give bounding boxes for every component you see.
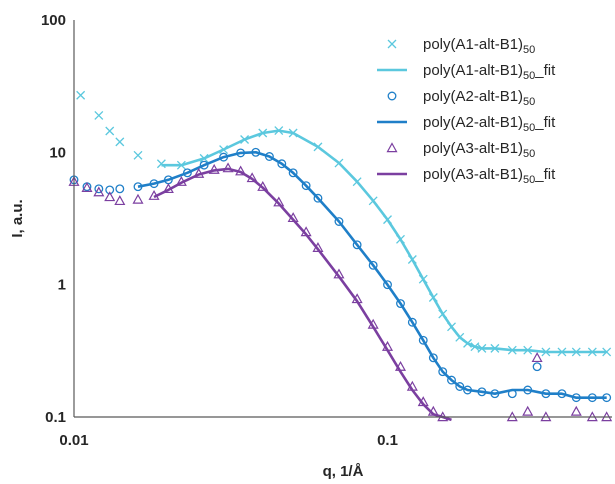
data-point (334, 217, 344, 226)
x-tick-labels: 0.01 0.1 (59, 432, 398, 449)
y-tick-label: 100 (41, 12, 66, 29)
x-tick-label: 0.01 (59, 432, 88, 449)
legend-label-main: poly(A1-alt-B1) (423, 62, 523, 79)
data-point (522, 405, 534, 416)
data-point (222, 162, 234, 173)
data-point (313, 193, 323, 203)
legend-item: poly(A2-alt-B1)50 (387, 88, 535, 108)
legend-item: poly(A1-alt-B1)50 (387, 36, 535, 56)
data-point (94, 184, 104, 194)
data-point (81, 182, 93, 192)
data-point (438, 367, 448, 377)
y-tick-label: 1 (58, 277, 66, 294)
legend-label: poly(A3-alt-B1)50_fit (423, 166, 556, 186)
data-point (104, 191, 116, 202)
data-point (407, 317, 417, 327)
legend-item: poly(A1-alt-B1)50_fit (377, 62, 556, 82)
series-layer (68, 90, 613, 422)
data-point (368, 260, 378, 270)
data-point (301, 181, 311, 191)
data-point (199, 160, 209, 170)
legend-item: poly(A3-alt-B1)50_fit (377, 166, 556, 186)
series-3 (137, 151, 607, 400)
data-point (94, 110, 104, 120)
series-4 (68, 162, 613, 422)
legend-label-suffix: _fit (534, 166, 556, 183)
legend-label-main: poly(A1-alt-B1) (423, 36, 523, 53)
data-point (115, 184, 125, 194)
legend-label: poly(A2-alt-B1)50 (423, 88, 535, 108)
data-point (288, 168, 298, 178)
data-point (76, 90, 86, 100)
data-point (105, 126, 115, 136)
legend-marker-swatch (387, 39, 397, 49)
legend-label-main: poly(A2-alt-B1) (423, 88, 523, 105)
data-point (277, 159, 287, 169)
data-point (447, 375, 456, 385)
data-point (352, 240, 362, 250)
series-line (153, 167, 452, 422)
data-point (115, 137, 125, 147)
legend: poly(A1-alt-B1)50poly(A1-alt-B1)50_fitpo… (377, 36, 556, 186)
data-point (455, 382, 465, 391)
series-line (137, 151, 607, 400)
legend-label: poly(A1-alt-B1)50 (423, 36, 535, 56)
legend-label-suffix: _fit (534, 114, 556, 131)
legend-label-subscript: 50 (523, 148, 535, 160)
data-point (93, 186, 105, 197)
data-point (114, 195, 126, 206)
legend-label-subscript: 50 (523, 174, 535, 186)
legend-label-main: poly(A3-alt-B1) (423, 140, 523, 157)
legend-label-subscript: 50 (523, 44, 535, 56)
y-tick-labels: 0.1 1 10 100 (41, 12, 66, 426)
data-point (133, 150, 143, 160)
legend-marker-swatch (387, 91, 397, 101)
series-5 (153, 167, 452, 422)
legend-label-subscript: 50 (523, 96, 535, 108)
y-tick-label: 10 (49, 144, 66, 161)
legend-label-main: poly(A2-alt-B1) (423, 114, 523, 131)
legend-label-main: poly(A3-alt-B1) (423, 166, 523, 183)
data-point (532, 362, 542, 372)
legend-label-subscript: 50 (523, 70, 535, 82)
data-point (570, 405, 582, 416)
legend-label: poly(A2-alt-B1)50_fit (423, 114, 556, 134)
data-point (132, 193, 144, 204)
data-point (531, 352, 543, 363)
series-2 (69, 147, 612, 403)
legend-label: poly(A3-alt-B1)50 (423, 140, 535, 160)
legend-item: poly(A3-alt-B1)50 (386, 140, 535, 160)
legend-label-subscript: 50 (523, 122, 535, 134)
plot-area (68, 20, 613, 422)
series-1 (161, 129, 607, 354)
y-axis-title: I, a.u. (9, 199, 26, 237)
series-line (161, 129, 607, 354)
data-point (428, 353, 438, 363)
x-tick-label: 0.1 (377, 432, 398, 449)
data-point (383, 280, 392, 290)
legend-label: poly(A1-alt-B1)50_fit (423, 62, 556, 82)
legend-label-suffix: _fit (534, 62, 556, 79)
data-point (396, 299, 405, 308)
data-point (105, 185, 115, 195)
y-tick-label: 0.1 (45, 409, 66, 426)
legend-item: poly(A2-alt-B1)50_fit (377, 114, 556, 134)
data-point (156, 159, 166, 169)
legend-marker-swatch (386, 142, 398, 153)
data-point (418, 335, 428, 345)
x-axis-title: q, 1/Å (323, 463, 364, 480)
